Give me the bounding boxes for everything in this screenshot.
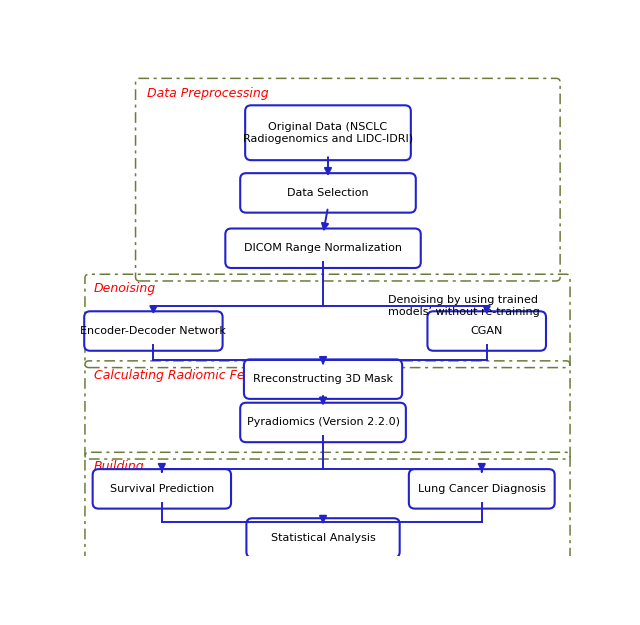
- Text: Denoising by using trained
models’ without re-training: Denoising by using trained models’ witho…: [388, 295, 540, 317]
- Text: DICOM Range Normalization: DICOM Range Normalization: [244, 243, 402, 253]
- FancyBboxPatch shape: [428, 311, 546, 351]
- FancyBboxPatch shape: [93, 469, 231, 509]
- Text: Survival Prediction: Survival Prediction: [109, 484, 214, 494]
- FancyBboxPatch shape: [84, 311, 223, 351]
- Text: Data Preprocessing: Data Preprocessing: [147, 87, 269, 100]
- Text: Original Data (NSCLC
Radiogenomics and LIDC-IDRI): Original Data (NSCLC Radiogenomics and L…: [243, 122, 413, 144]
- FancyBboxPatch shape: [244, 359, 402, 399]
- Text: Encoder-Decoder Network: Encoder-Decoder Network: [81, 326, 227, 336]
- Text: Calculating Radiomic Features: Calculating Radiomic Features: [94, 369, 284, 381]
- Text: CGAN: CGAN: [470, 326, 503, 336]
- Text: Rreconstructing 3D Mask: Rreconstructing 3D Mask: [253, 374, 393, 384]
- Text: Pyradiomics (Version 2.2.0): Pyradiomics (Version 2.2.0): [246, 418, 399, 428]
- FancyBboxPatch shape: [240, 173, 416, 213]
- FancyBboxPatch shape: [245, 106, 411, 160]
- FancyBboxPatch shape: [409, 469, 555, 509]
- Text: Building
Classier: Building Classier: [94, 460, 145, 488]
- FancyBboxPatch shape: [225, 229, 420, 268]
- Text: Lung Cancer Diagnosis: Lung Cancer Diagnosis: [418, 484, 546, 494]
- FancyBboxPatch shape: [246, 518, 399, 558]
- Text: Statistical Analysis: Statistical Analysis: [271, 533, 376, 543]
- Text: Denoising: Denoising: [94, 282, 156, 295]
- Text: Data Selection: Data Selection: [287, 188, 369, 198]
- FancyBboxPatch shape: [240, 402, 406, 442]
